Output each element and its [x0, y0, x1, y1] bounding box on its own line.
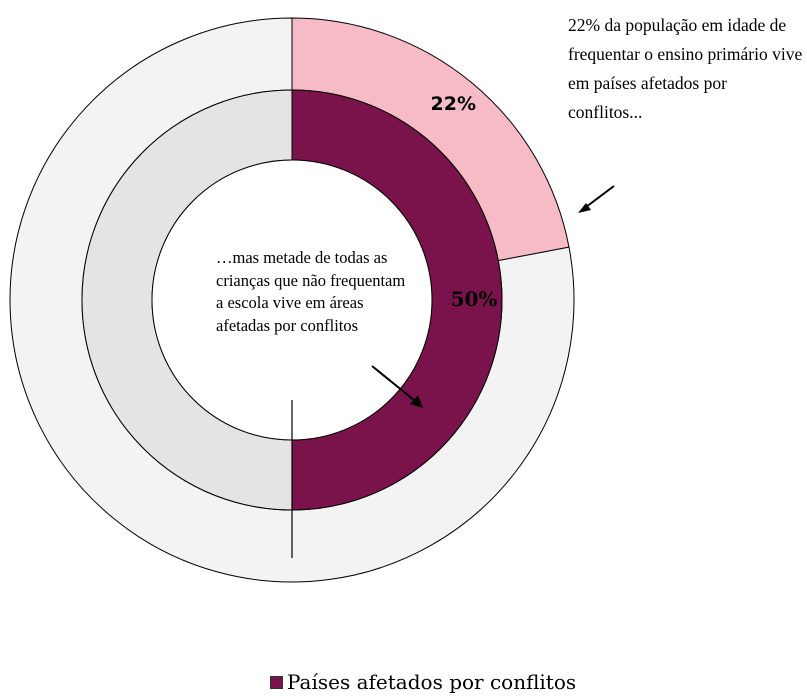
legend-swatch [270, 675, 283, 689]
arrow-to-inner-ring [371, 365, 423, 408]
arrow-to-outer-ring [578, 185, 615, 213]
inner-slice-label: 50% [451, 287, 498, 311]
inner-ring-annotation: …mas metade de todas as crianças que não… [216, 248, 406, 335]
slice-labels: 22% 50% [431, 93, 498, 311]
legend-label: Países afetados por conflitos [287, 670, 577, 694]
legend: Países afetados por conflitos [270, 670, 576, 694]
outer-slice-label: 22% [431, 93, 476, 115]
outer-ring-annotation: 22% da população em idade de frequentar … [568, 15, 803, 122]
